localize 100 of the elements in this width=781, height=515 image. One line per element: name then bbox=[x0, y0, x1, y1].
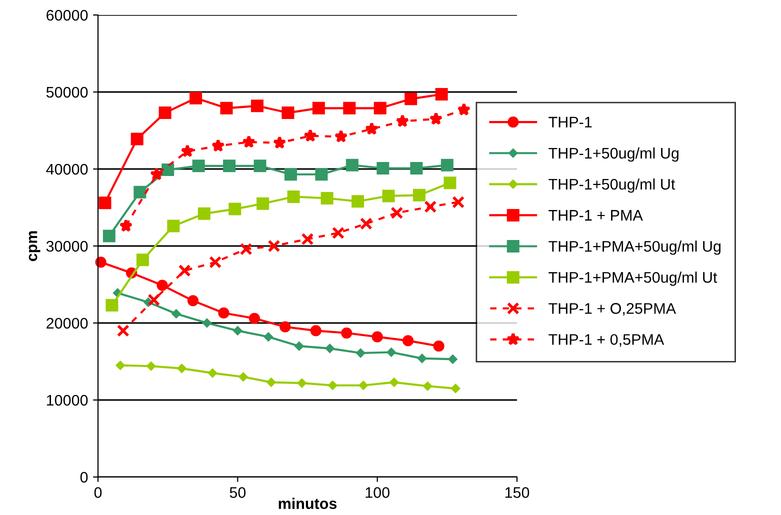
point bbox=[448, 354, 458, 364]
x-axis-title: minutos bbox=[278, 498, 337, 510]
point bbox=[146, 361, 156, 371]
point bbox=[136, 254, 149, 266]
point bbox=[417, 354, 427, 364]
x-tick-label: 50 bbox=[230, 487, 246, 498]
point bbox=[242, 135, 256, 148]
point bbox=[396, 114, 410, 128]
legend-label: THP-1+50ug/ml Ut bbox=[548, 178, 676, 193]
legend-label: THP-1 + PMA bbox=[548, 210, 643, 221]
point bbox=[356, 348, 366, 358]
legend-label: THP-1 + 0,5PMA bbox=[548, 334, 664, 347]
point bbox=[435, 88, 448, 101]
point bbox=[102, 230, 116, 242]
point bbox=[325, 344, 334, 354]
point bbox=[177, 364, 186, 374]
point bbox=[287, 190, 300, 203]
point bbox=[424, 200, 437, 213]
point bbox=[180, 144, 194, 158]
legend-label: THP-1+50ug/ml Ug bbox=[548, 147, 678, 162]
y-tick-label: 40000 bbox=[46, 164, 88, 175]
point bbox=[208, 368, 218, 378]
point bbox=[264, 332, 274, 342]
point bbox=[223, 160, 236, 172]
point bbox=[444, 176, 456, 190]
point bbox=[238, 372, 248, 382]
point bbox=[266, 378, 276, 387]
point bbox=[332, 226, 344, 240]
legend-label: THP-1 bbox=[548, 116, 592, 128]
x-tick-label: 150 bbox=[505, 487, 530, 498]
point bbox=[198, 207, 210, 220]
point bbox=[422, 382, 432, 391]
point bbox=[272, 136, 286, 149]
point bbox=[202, 318, 212, 328]
y-tick-label: 20000 bbox=[46, 318, 88, 329]
point bbox=[328, 380, 338, 390]
point bbox=[341, 327, 352, 339]
point bbox=[429, 112, 443, 125]
point bbox=[256, 197, 270, 210]
point bbox=[440, 158, 454, 172]
point bbox=[150, 167, 164, 180]
point bbox=[134, 186, 146, 198]
legend-label: THP-1+PMA+50ug/ml Ug bbox=[548, 240, 720, 255]
y-tick-label: 60000 bbox=[46, 10, 88, 21]
point bbox=[98, 196, 112, 210]
legend-label: THP-1+PMA+50ug/ml Ut bbox=[548, 272, 718, 286]
point bbox=[301, 232, 314, 246]
point bbox=[240, 242, 252, 256]
point bbox=[386, 348, 396, 357]
point bbox=[402, 335, 414, 346]
point bbox=[167, 220, 180, 232]
point bbox=[304, 128, 317, 142]
point bbox=[410, 162, 423, 174]
point bbox=[457, 102, 471, 116]
point bbox=[254, 160, 266, 172]
point bbox=[343, 102, 356, 114]
point bbox=[284, 168, 297, 181]
point bbox=[218, 307, 230, 319]
point bbox=[334, 130, 348, 143]
point bbox=[209, 256, 222, 268]
y-tick-label: 30000 bbox=[46, 240, 88, 252]
point bbox=[365, 122, 378, 135]
y-tick-label: 0 bbox=[80, 472, 88, 483]
point bbox=[282, 106, 294, 120]
point bbox=[220, 102, 233, 114]
point bbox=[294, 341, 304, 351]
point bbox=[178, 264, 191, 277]
point bbox=[95, 256, 106, 268]
y-tick-label: 10000 bbox=[46, 394, 88, 406]
point bbox=[433, 340, 444, 352]
point bbox=[315, 168, 328, 181]
point bbox=[280, 321, 291, 332]
legend-label: THP-1 + O,25PMA bbox=[548, 303, 676, 316]
point bbox=[352, 195, 364, 208]
point bbox=[148, 294, 160, 306]
point bbox=[250, 100, 264, 112]
point bbox=[297, 378, 307, 388]
point bbox=[187, 295, 199, 306]
point bbox=[382, 190, 395, 202]
point bbox=[130, 132, 144, 146]
point bbox=[404, 92, 418, 106]
point bbox=[172, 309, 181, 318]
point bbox=[346, 158, 358, 172]
point bbox=[452, 196, 465, 208]
x-tick-label: 0 bbox=[94, 487, 102, 498]
y-axis-title: cpm bbox=[28, 231, 40, 262]
point bbox=[358, 380, 368, 390]
point bbox=[360, 217, 372, 230]
point bbox=[116, 360, 125, 370]
point bbox=[390, 206, 404, 220]
point bbox=[233, 326, 242, 336]
point bbox=[376, 162, 390, 174]
point bbox=[450, 384, 460, 394]
point bbox=[372, 331, 383, 342]
point bbox=[248, 312, 260, 324]
point bbox=[106, 299, 118, 312]
x-tick-label: 100 bbox=[366, 487, 390, 498]
point bbox=[162, 164, 174, 176]
point bbox=[192, 160, 205, 172]
point bbox=[389, 378, 399, 387]
